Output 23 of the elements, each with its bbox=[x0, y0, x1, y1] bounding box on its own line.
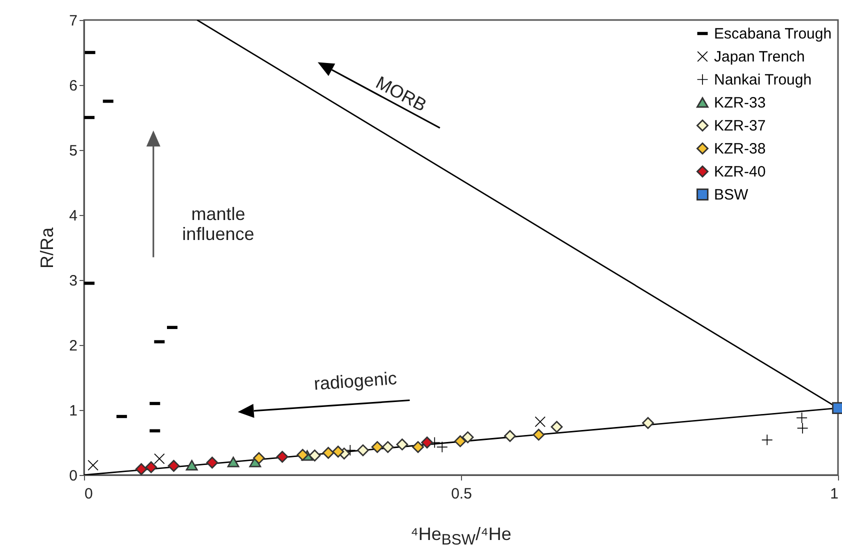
legend-label: KZR-37 bbox=[714, 118, 766, 134]
y-tick-label: 3 bbox=[69, 272, 78, 290]
y-tick-label: 6 bbox=[69, 78, 78, 94]
y-tick-label: 1 bbox=[69, 402, 78, 420]
legend-label: KZR-40 bbox=[714, 164, 766, 180]
annotation: radiogenic bbox=[313, 368, 398, 394]
annotation: mantle influence bbox=[182, 204, 254, 244]
x-tick-label: 0.5 bbox=[451, 486, 472, 502]
y-tick-label: 2 bbox=[69, 338, 78, 354]
legend-label: Japan Trench bbox=[714, 48, 805, 66]
y-tick-label: 0 bbox=[69, 468, 78, 484]
x-tick-label: 0 bbox=[84, 486, 93, 502]
legend-label: KZR-33 bbox=[714, 94, 766, 112]
y-tick-label: 7 bbox=[69, 12, 78, 30]
y-axis-title: R/Ra bbox=[37, 226, 58, 269]
y-tick-label: 4 bbox=[69, 208, 78, 224]
legend-label: KZR-38 bbox=[714, 140, 766, 158]
y-tick-label: 5 bbox=[69, 142, 78, 160]
x-axis-title: ⁴He$_{BSW}$/⁴He bbox=[410, 523, 512, 551]
legend-label: Escabana Trough bbox=[714, 26, 832, 42]
legend-label: Nankai Trough bbox=[714, 72, 812, 88]
legend-label: BSW bbox=[714, 186, 750, 204]
x-tick-label: 1 bbox=[830, 486, 838, 502]
